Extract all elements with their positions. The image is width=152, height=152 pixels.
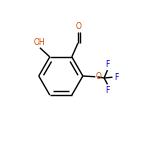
Text: O: O: [96, 72, 102, 81]
Text: F: F: [105, 60, 110, 69]
Text: F: F: [105, 86, 110, 95]
Text: OH: OH: [34, 38, 46, 47]
Text: O: O: [76, 22, 82, 31]
Text: F: F: [114, 73, 119, 82]
